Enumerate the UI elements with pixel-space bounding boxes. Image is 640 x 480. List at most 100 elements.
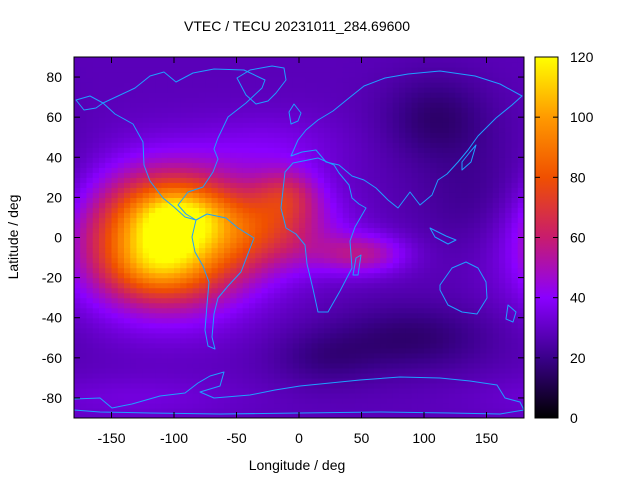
heatmap-cell bbox=[242, 107, 250, 113]
heatmap-cell bbox=[424, 362, 431, 369]
heatmap-cell bbox=[161, 97, 169, 103]
heatmap-cell bbox=[192, 132, 200, 138]
heatmap-cell bbox=[224, 317, 231, 324]
heatmap-cell bbox=[342, 102, 350, 108]
heatmap-cell bbox=[180, 137, 188, 143]
heatmap-cell bbox=[74, 402, 81, 409]
heatmap-cell bbox=[461, 107, 469, 113]
heatmap-cell bbox=[186, 212, 194, 219]
heatmap-cell bbox=[161, 92, 169, 98]
heatmap-cell bbox=[474, 267, 481, 274]
heatmap-cell bbox=[392, 402, 400, 409]
heatmap-cell bbox=[292, 57, 300, 63]
heatmap-cell bbox=[405, 112, 413, 118]
heatmap-cell bbox=[236, 182, 244, 188]
heatmap-cell bbox=[161, 227, 169, 234]
heatmap-cell bbox=[467, 382, 475, 389]
heatmap-cell bbox=[405, 297, 413, 304]
heatmap-cell bbox=[280, 357, 288, 364]
heatmap-cell bbox=[99, 87, 106, 93]
heatmap-cell bbox=[424, 122, 431, 128]
heatmap-cell bbox=[274, 82, 281, 88]
heatmap-cell bbox=[230, 187, 238, 193]
heatmap-cell bbox=[492, 267, 500, 274]
heatmap-cell bbox=[136, 187, 144, 193]
heatmap-cell bbox=[367, 237, 375, 244]
heatmap-cell bbox=[280, 402, 288, 409]
heatmap-cell bbox=[499, 232, 506, 239]
heatmap-cell bbox=[499, 247, 506, 254]
heatmap-cell bbox=[499, 167, 506, 173]
heatmap-cell bbox=[117, 57, 125, 63]
heatmap-cell bbox=[455, 372, 463, 379]
heatmap-cell bbox=[317, 217, 325, 224]
heatmap-cell bbox=[111, 332, 119, 339]
heatmap-cell bbox=[236, 137, 244, 143]
heatmap-cell bbox=[92, 117, 100, 123]
heatmap-cell bbox=[430, 157, 438, 163]
heatmap-cell bbox=[167, 402, 175, 409]
heatmap-cell bbox=[399, 132, 406, 138]
heatmap-cell bbox=[117, 292, 125, 299]
heatmap-cell bbox=[505, 282, 513, 289]
heatmap-cell bbox=[355, 307, 363, 314]
heatmap-cell bbox=[80, 172, 88, 178]
heatmap-cell bbox=[192, 377, 200, 384]
heatmap-cell bbox=[92, 277, 100, 284]
heatmap-cell bbox=[386, 412, 394, 418]
heatmap-cell bbox=[130, 372, 138, 379]
heatmap-cell bbox=[236, 107, 244, 113]
heatmap-cell bbox=[405, 367, 413, 374]
heatmap-cell bbox=[324, 172, 331, 178]
heatmap-cell bbox=[99, 402, 106, 409]
heatmap-cell bbox=[492, 177, 500, 183]
heatmap-cell bbox=[117, 317, 125, 324]
heatmap-cell bbox=[124, 367, 131, 374]
heatmap-cell bbox=[155, 147, 163, 153]
heatmap-cell bbox=[124, 107, 131, 113]
heatmap-cell bbox=[411, 202, 419, 209]
heatmap-cell bbox=[249, 177, 256, 183]
heatmap-cell bbox=[392, 282, 400, 289]
heatmap-cell bbox=[149, 337, 156, 344]
heatmap-cell bbox=[361, 347, 369, 354]
heatmap-cell bbox=[149, 367, 156, 374]
heatmap-cell bbox=[392, 252, 400, 259]
heatmap-cell bbox=[111, 207, 119, 214]
heatmap-cell bbox=[324, 367, 331, 374]
heatmap-cell bbox=[292, 317, 300, 324]
heatmap-cell bbox=[411, 157, 419, 163]
heatmap-cell bbox=[199, 117, 206, 123]
heatmap-cell bbox=[455, 117, 463, 123]
heatmap-cell bbox=[267, 227, 275, 234]
heatmap-cell bbox=[217, 247, 225, 254]
heatmap-cell bbox=[224, 232, 231, 239]
heatmap-cell bbox=[217, 242, 225, 249]
heatmap-cell bbox=[361, 62, 369, 68]
heatmap-cell bbox=[217, 307, 225, 314]
heatmap-cell bbox=[486, 377, 494, 384]
heatmap-cell bbox=[486, 207, 494, 214]
heatmap-cell bbox=[480, 77, 488, 83]
heatmap-cell bbox=[411, 302, 419, 309]
heatmap-cell bbox=[467, 217, 475, 224]
heatmap-cell bbox=[242, 302, 250, 309]
heatmap-cell bbox=[474, 347, 481, 354]
heatmap-cell bbox=[211, 192, 219, 198]
heatmap-cell bbox=[392, 62, 400, 68]
heatmap-cell bbox=[80, 242, 88, 249]
heatmap-cell bbox=[405, 342, 413, 349]
heatmap-cell bbox=[205, 117, 213, 123]
heatmap-cell bbox=[374, 302, 381, 309]
heatmap-cell bbox=[167, 197, 175, 203]
heatmap-cell bbox=[80, 232, 88, 239]
heatmap-cell bbox=[336, 112, 344, 118]
heatmap-cell bbox=[455, 337, 463, 344]
heatmap-cell bbox=[436, 237, 444, 244]
heatmap-cell bbox=[249, 287, 256, 294]
heatmap-cell bbox=[124, 147, 131, 153]
heatmap-cell bbox=[330, 287, 338, 294]
heatmap-cell bbox=[374, 342, 381, 349]
heatmap-cell bbox=[336, 372, 344, 379]
heatmap-cell bbox=[192, 82, 200, 88]
